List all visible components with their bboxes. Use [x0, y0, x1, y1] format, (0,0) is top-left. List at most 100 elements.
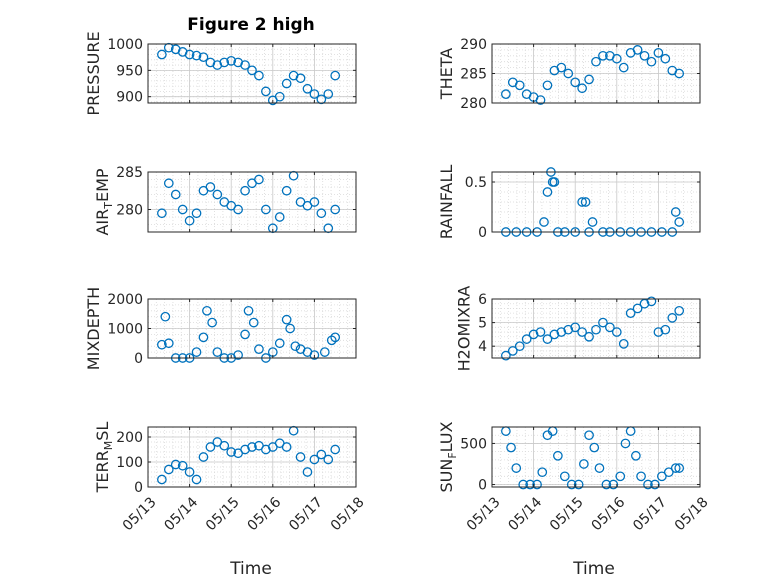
data-point	[605, 322, 615, 333]
data-point	[160, 311, 171, 322]
y-axis-label-main: SUN	[437, 459, 456, 493]
data-point	[274, 338, 285, 349]
data-point	[535, 327, 546, 337]
data-point	[653, 47, 664, 58]
data-point	[584, 74, 594, 85]
y-axis-label: TERRMSL	[93, 422, 115, 494]
data-point	[549, 329, 560, 340]
data-point	[577, 197, 587, 207]
axes-box	[491, 426, 701, 488]
data-point	[240, 60, 250, 70]
data-point	[660, 324, 671, 335]
data-point	[170, 189, 181, 200]
data-point	[240, 329, 250, 340]
data-point	[518, 479, 529, 490]
axes-box	[491, 298, 701, 359]
data-point	[274, 91, 285, 102]
data-point	[556, 327, 567, 337]
data-point	[556, 62, 567, 73]
data-point	[660, 53, 671, 64]
data-point	[563, 324, 574, 335]
data-point	[631, 450, 641, 461]
data-point	[184, 49, 195, 60]
data-point	[542, 187, 553, 197]
data-point	[674, 217, 685, 227]
data-point	[261, 86, 271, 97]
y-axis-label-main: MIXDEPTH	[84, 287, 103, 370]
y-tick-label: 280	[116, 203, 143, 219]
data-point	[539, 217, 549, 227]
data-point	[584, 331, 594, 342]
data-point	[577, 327, 587, 337]
data-point	[537, 467, 548, 478]
data-point	[198, 332, 209, 343]
y-tick-label: 280	[460, 96, 487, 112]
data-point	[514, 80, 525, 91]
plot-area	[492, 299, 700, 358]
data-point	[615, 471, 626, 482]
data-point	[163, 178, 174, 189]
data-point	[639, 298, 650, 309]
data-point	[521, 334, 532, 344]
data-point	[559, 471, 570, 482]
data-point	[170, 459, 181, 470]
data-point	[625, 308, 636, 319]
plot-area	[148, 44, 356, 103]
data-point	[198, 452, 209, 462]
data-point	[570, 322, 581, 333]
x-axis-label-right: Time	[572, 559, 615, 579]
data-point	[674, 68, 685, 79]
data-point	[566, 479, 577, 490]
data-point	[191, 208, 202, 219]
data-point	[281, 78, 292, 89]
data-point	[589, 442, 600, 453]
data-point	[601, 479, 612, 490]
data-point	[598, 317, 608, 328]
data-point	[205, 442, 216, 452]
data-point	[157, 208, 167, 219]
data-point	[319, 347, 330, 357]
y-tick-label: 0	[478, 478, 487, 494]
y-tick-label: 500	[460, 436, 487, 452]
data-point	[309, 89, 320, 99]
data-point	[290, 341, 301, 352]
data-point	[309, 350, 320, 360]
data-point	[570, 77, 581, 88]
data-point	[608, 479, 619, 490]
data-point	[643, 479, 653, 490]
data-point	[302, 83, 313, 94]
data-point	[646, 56, 657, 67]
y-tick-label: 4	[478, 339, 487, 355]
data-point	[594, 463, 605, 473]
data-point	[646, 296, 657, 307]
data-point	[212, 347, 223, 357]
y-axis-label-main: TERR	[93, 450, 112, 493]
data-point	[163, 42, 174, 53]
plot-area	[492, 427, 700, 487]
subplot-h2omixra: 4 5 6 H2OMIXRA	[454, 286, 701, 372]
data-point	[542, 80, 553, 91]
data-point	[511, 463, 522, 473]
y-tick-label: 5	[478, 316, 487, 332]
data-point	[674, 463, 685, 473]
data-point	[309, 197, 320, 207]
data-point	[330, 444, 341, 455]
data-point	[542, 334, 553, 344]
x-axis-label-left: Time	[229, 559, 272, 579]
y-tick-label: 290	[460, 37, 487, 53]
data-point	[579, 459, 589, 469]
data-point	[636, 471, 646, 482]
y-tick-label: 950	[116, 63, 143, 79]
data-point	[501, 89, 511, 100]
data-point	[330, 70, 341, 81]
data-point	[620, 438, 631, 449]
data-point	[535, 95, 546, 105]
data-point	[611, 53, 622, 64]
data-point	[514, 341, 525, 352]
data-point	[202, 305, 212, 316]
y-axis-label-main: H2OMIXRA	[454, 286, 473, 372]
data-point	[330, 332, 341, 343]
data-point	[584, 430, 594, 441]
